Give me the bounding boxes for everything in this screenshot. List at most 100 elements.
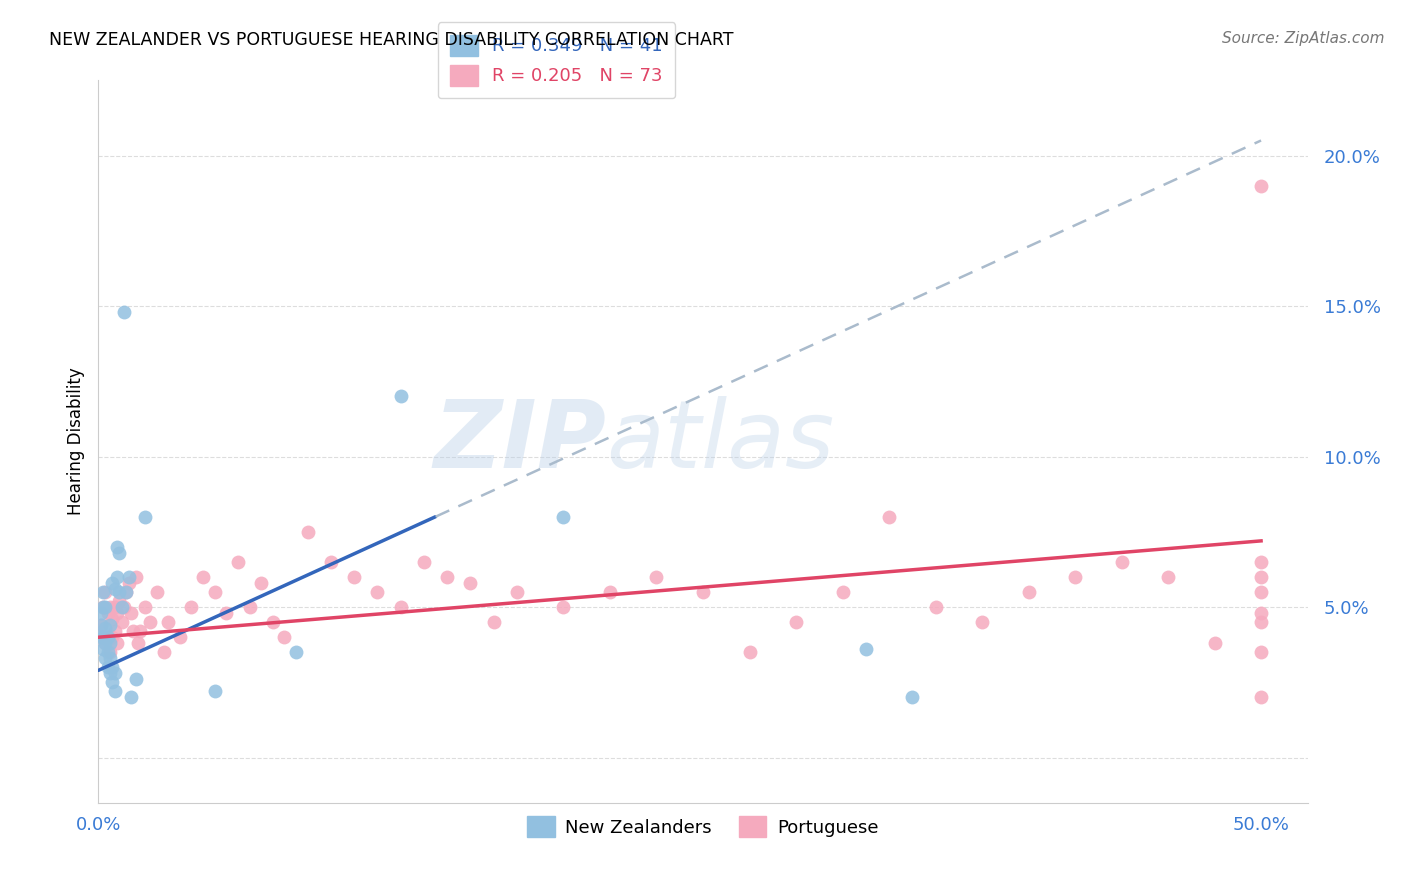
Point: [970, 615, 993, 630]
Point: [105, 540, 128, 554]
Point: [120, 690, 142, 705]
Point: [104, 600, 127, 615]
Point: [924, 600, 946, 615]
Point: [877, 509, 900, 524]
Point: [215, 606, 238, 620]
Point: [436, 570, 458, 584]
Point: [645, 570, 668, 584]
Point: [460, 576, 482, 591]
Point: [134, 600, 156, 615]
Point: [127, 636, 149, 650]
Point: [785, 615, 807, 630]
Point: [94, 600, 117, 615]
Point: [204, 684, 226, 698]
Point: [104, 582, 127, 596]
Point: [122, 624, 145, 639]
Point: [97, 630, 120, 644]
Point: [692, 585, 714, 599]
Point: [94, 636, 117, 650]
Point: [97, 645, 120, 659]
Point: [553, 509, 575, 524]
Point: [98, 645, 121, 659]
Text: Source: ZipAtlas.com: Source: ZipAtlas.com: [1222, 31, 1385, 46]
Point: [90, 618, 112, 632]
Point: [239, 600, 262, 615]
Point: [115, 585, 138, 599]
Point: [855, 642, 877, 657]
Text: atlas: atlas: [606, 396, 835, 487]
Point: [343, 570, 366, 584]
Point: [319, 555, 342, 569]
Point: [738, 645, 761, 659]
Point: [124, 570, 146, 584]
Point: [599, 585, 621, 599]
Point: [1064, 570, 1087, 584]
Point: [98, 651, 121, 665]
Point: [105, 636, 128, 650]
Point: [191, 570, 214, 584]
Point: [104, 684, 127, 698]
Point: [97, 660, 120, 674]
Point: [111, 600, 134, 615]
Point: [138, 615, 160, 630]
Point: [120, 606, 142, 620]
Point: [831, 585, 853, 599]
Point: [91, 585, 114, 599]
Point: [1250, 690, 1272, 705]
Point: [108, 585, 131, 599]
Point: [91, 600, 114, 615]
Point: [94, 585, 117, 599]
Point: [97, 606, 120, 620]
Point: [90, 618, 112, 632]
Point: [285, 645, 308, 659]
Point: [1250, 570, 1272, 584]
Point: [1204, 636, 1226, 650]
Point: [112, 305, 135, 319]
Point: [101, 576, 124, 591]
Point: [108, 594, 131, 608]
Point: [297, 524, 319, 539]
Point: [105, 570, 128, 584]
Point: [389, 389, 412, 403]
Point: [94, 651, 117, 665]
Point: [1250, 615, 1272, 630]
Point: [134, 509, 156, 524]
Point: [152, 645, 174, 659]
Point: [129, 624, 152, 639]
Point: [115, 585, 138, 599]
Point: [90, 630, 112, 644]
Point: [90, 606, 112, 620]
Point: [1250, 585, 1272, 599]
Point: [108, 546, 131, 560]
Point: [101, 660, 124, 674]
Point: [98, 666, 121, 681]
Point: [553, 600, 575, 615]
Point: [118, 570, 141, 584]
Point: [101, 630, 124, 644]
Point: [1111, 555, 1133, 569]
Point: [366, 585, 388, 599]
Point: [124, 673, 146, 687]
Point: [482, 615, 505, 630]
Point: [91, 630, 114, 644]
Point: [169, 630, 191, 644]
Point: [273, 630, 295, 644]
Point: [104, 666, 127, 681]
Point: [118, 576, 141, 591]
Point: [1018, 585, 1040, 599]
Point: [1250, 606, 1272, 620]
Text: ZIP: ZIP: [433, 395, 606, 488]
Point: [1157, 570, 1180, 584]
Point: [105, 606, 128, 620]
Point: [901, 690, 924, 705]
Point: [1250, 645, 1272, 659]
Legend: New Zealanders, Portuguese: New Zealanders, Portuguese: [520, 809, 886, 845]
Point: [226, 555, 249, 569]
Point: [204, 585, 226, 599]
Point: [145, 585, 167, 599]
Point: [157, 615, 180, 630]
Point: [1250, 178, 1272, 193]
Point: [101, 612, 124, 626]
Point: [94, 636, 117, 650]
Point: [111, 615, 134, 630]
